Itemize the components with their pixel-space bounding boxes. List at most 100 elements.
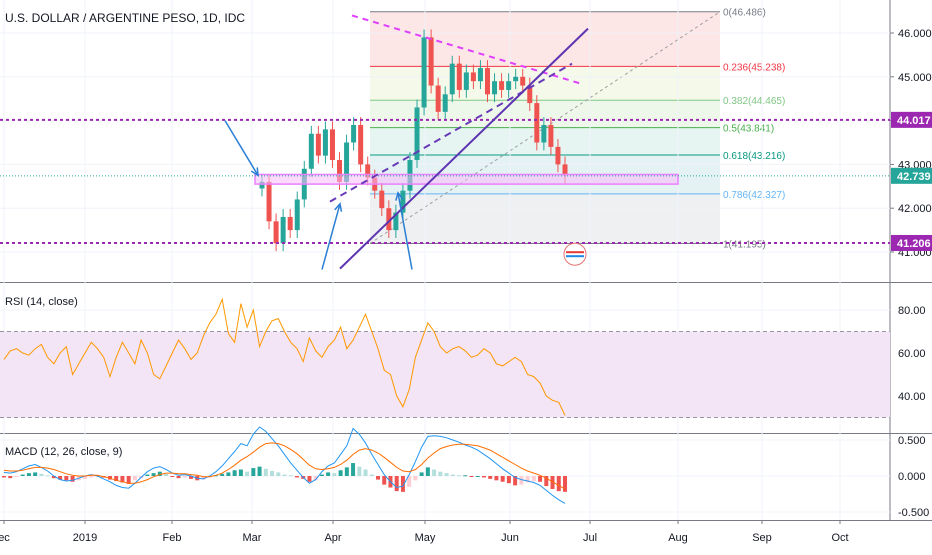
x-tick-label: May <box>415 532 436 544</box>
macd-histogram-bar <box>120 476 125 483</box>
rsi-band <box>0 331 890 418</box>
candle-body <box>414 107 420 161</box>
candle-body <box>287 216 293 231</box>
candle-body <box>358 124 364 165</box>
macd-histogram-bar <box>332 473 337 476</box>
macd-histogram-bar <box>288 475 293 477</box>
macd-histogram-bar <box>351 463 356 476</box>
price-badge <box>891 167 932 184</box>
fib-level-label: 0.786(42.327) <box>723 190 785 201</box>
x-tick-label: Apr <box>324 532 341 544</box>
candle-body <box>280 216 286 244</box>
macd-histogram-bar <box>282 474 287 476</box>
macd-histogram-bar <box>519 476 524 485</box>
macd-histogram-bar <box>245 471 250 476</box>
rsi-band-fill <box>0 331 890 418</box>
candle-body <box>351 124 357 143</box>
fib-zone <box>370 100 720 128</box>
fib-trend-line <box>369 11 721 244</box>
macd-histogram-bar <box>45 475 50 477</box>
macd-histogram-bar <box>432 469 437 476</box>
candle-body <box>463 72 469 90</box>
x-tick-label: Sep <box>752 532 772 544</box>
x-tick-label: 2019 <box>73 532 97 544</box>
macd-tick-label: 0.000 <box>898 471 926 483</box>
rsi-line <box>3 297 566 416</box>
candle-body <box>555 146 561 165</box>
fib-level-label: 0.618(43.216) <box>723 151 785 162</box>
fib-level-label: 0.236(45.238) <box>723 62 785 73</box>
annotation-arrow <box>224 120 259 176</box>
macd-tick-label: -0.500 <box>898 507 929 519</box>
y-tick-label: 42.000 <box>898 203 932 215</box>
candle-body <box>400 190 406 213</box>
fib-level-label: 0.5(43.841) <box>723 124 774 135</box>
macd-histogram-bar <box>400 476 405 492</box>
macd-histogram-bar <box>475 476 480 477</box>
macd-histogram-bar <box>189 476 193 479</box>
drawings[interactable] <box>0 14 890 270</box>
macd-tick-label: 0.500 <box>898 435 926 447</box>
macd-histogram-bar <box>220 473 225 476</box>
candle-body <box>322 129 328 156</box>
macd-histogram-bar <box>182 476 187 478</box>
macd-histogram-bar <box>425 467 430 476</box>
macd-histogram-bar <box>413 476 418 481</box>
macd-histogram-bar <box>313 476 318 481</box>
macd-histogram-bar <box>39 473 44 476</box>
macd-histogram-bar <box>20 474 25 476</box>
candle-body <box>527 85 533 104</box>
candle-body <box>428 37 434 86</box>
candle-body <box>492 81 498 95</box>
rsi-tick-label: 80.00 <box>898 305 926 317</box>
macd-histogram-bar <box>307 476 312 482</box>
macd-line <box>3 426 566 504</box>
macd-histogram-bar <box>164 473 169 476</box>
price-badge <box>891 111 932 128</box>
candle-body <box>477 68 483 82</box>
rsi-tick-label: 60.00 <box>898 348 926 360</box>
x-tick-label: Feb <box>163 532 182 544</box>
macd-histogram-bar <box>494 476 499 481</box>
macd-histogram-bar <box>344 467 349 476</box>
price-badge-label: 42.739 <box>897 171 931 183</box>
macd-histogram-bar <box>369 474 374 476</box>
support-zone-rect <box>254 173 679 185</box>
candle-body <box>337 160 343 182</box>
macd-histogram-bar <box>556 476 561 492</box>
y-tick-label: 46.000 <box>898 28 932 40</box>
candle-body <box>513 76 519 82</box>
macd-histogram-bar <box>357 466 362 476</box>
macd-histogram-bar <box>14 476 19 477</box>
annotation-arrow-head <box>395 191 404 201</box>
macd-histogram-bar <box>500 476 505 482</box>
macd-histogram-bar <box>176 476 181 479</box>
candle-body <box>499 81 505 90</box>
macd-histogram-bar <box>481 476 486 478</box>
annotation-arrow <box>397 192 413 270</box>
x-tick-label: Mar <box>243 532 262 544</box>
macd-histogram-bar <box>251 468 256 476</box>
macd-histogram-bar <box>319 474 324 476</box>
candle-body <box>259 181 265 189</box>
x-tick-label: Jul <box>583 532 597 544</box>
candle-body <box>393 212 399 231</box>
candle-body <box>273 221 279 244</box>
macd-histogram-bar <box>419 472 424 476</box>
macd-histogram-bar <box>326 472 331 476</box>
macd-histogram-bar <box>263 468 268 476</box>
macd-histogram-bar <box>201 476 206 480</box>
candle-body <box>344 142 350 182</box>
candle-body <box>442 94 448 112</box>
x-tick-label: ec <box>0 532 10 544</box>
flag-stripe <box>566 251 584 254</box>
macd-histogram-bar <box>457 475 462 477</box>
annotation-arrow-head <box>250 167 259 177</box>
macd-histogram-bar <box>33 472 38 476</box>
rising-dashed-trendline <box>329 62 573 203</box>
candle-body <box>365 164 371 178</box>
macd-histogram-bar <box>70 476 75 482</box>
macd-histogram-bar <box>407 476 412 487</box>
